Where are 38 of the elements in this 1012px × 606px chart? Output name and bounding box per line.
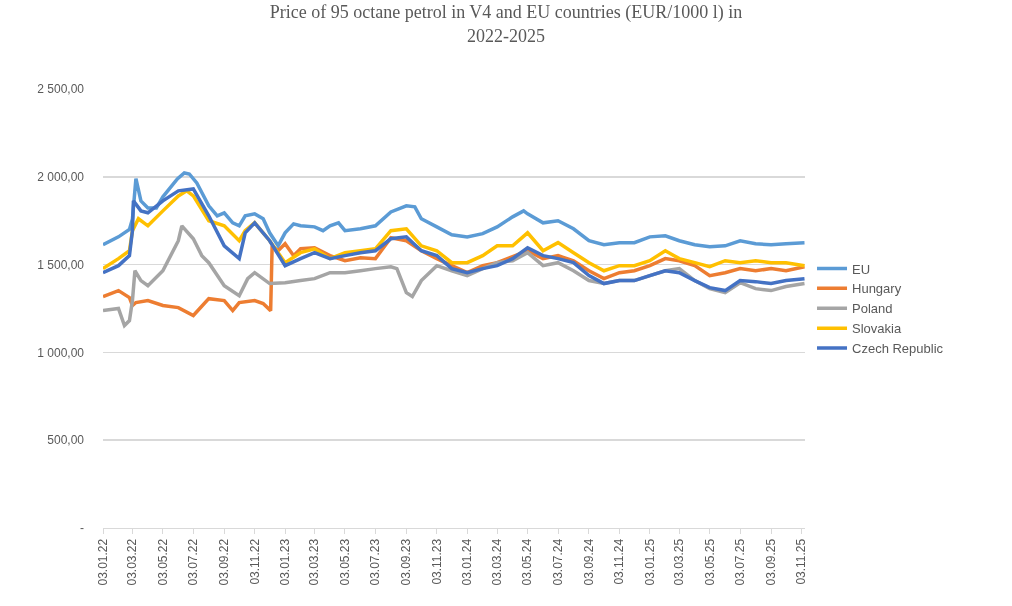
x-tick-label: 03.05.25 <box>702 538 717 586</box>
y-tick-label: 2 000,00 <box>37 170 85 184</box>
legend-label: EU <box>852 261 871 277</box>
x-tick-label: 03.07.24 <box>550 538 565 586</box>
x-tick-label: 03.07.23 <box>368 538 383 586</box>
y-tick-label: 500,00 <box>47 433 85 448</box>
line-series <box>103 187 805 293</box>
legend-label: Czech Republic <box>852 341 944 357</box>
x-tick-label: 03.03.22 <box>125 538 140 586</box>
y-tick-label: 2 500,00 <box>37 82 85 97</box>
x-tick-label: 03.05.22 <box>155 538 170 586</box>
legend-label: Hungary <box>852 281 902 297</box>
x-tick-label: 03.07.22 <box>186 538 201 586</box>
x-tick-label: 03.01.24 <box>460 538 475 586</box>
x-tick-label: 03.05.23 <box>337 538 352 586</box>
legend-label: Slovakia <box>852 321 902 337</box>
x-tick-label: 03.03.25 <box>672 538 687 586</box>
y-tick-label: 1 000,00 <box>37 345 85 360</box>
x-tick-label: 03.01.22 <box>95 538 110 586</box>
x-tick-label: 03.09.23 <box>399 538 414 586</box>
x-tick-label: 03.03.24 <box>490 538 505 586</box>
y-tick-label: - <box>80 521 84 536</box>
x-tick-label: 03.01.23 <box>278 538 293 586</box>
x-tick-label: 03.11.22 <box>247 538 262 585</box>
x-tick-label: 03.09.25 <box>763 538 778 586</box>
legend-label: Poland <box>852 301 893 317</box>
x-tick-label: 03.01.25 <box>642 538 657 586</box>
x-tick-label: 03.03.23 <box>307 538 322 586</box>
x-tick-label: 03.07.25 <box>733 538 748 586</box>
y-tick-label: 1 500,00 <box>37 257 85 272</box>
x-tick-label: 03.05.24 <box>520 538 535 586</box>
x-tick-label: 03.11.25 <box>794 538 809 585</box>
x-tick-label: 03.11.24 <box>612 538 627 585</box>
chart-title: Price of 95 octane petrol in V4 and EU countries (EUR/1000 l) in 2022-2025 <box>269 2 743 46</box>
x-tick-label: 03.09.24 <box>581 538 596 586</box>
line-series <box>103 171 805 249</box>
x-tick-label: 03.09.22 <box>217 538 232 586</box>
x-tick-label: 03.11.23 <box>429 538 444 585</box>
